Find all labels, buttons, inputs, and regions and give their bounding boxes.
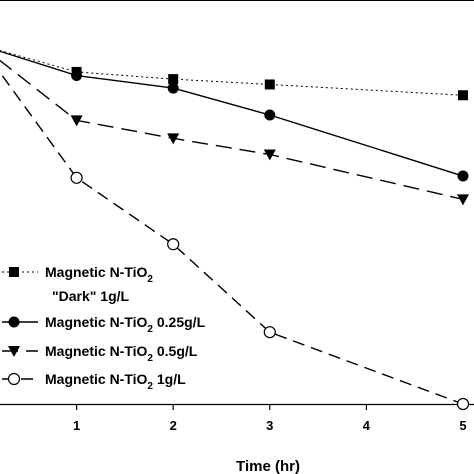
legend-entry-0: Magnetic N-TiO2 "Dark" 1g/L: [2, 264, 153, 304]
series-0-point-3: [264, 79, 275, 90]
series-0-line: [0, 50, 464, 96]
legend-marker-1: [8, 316, 20, 328]
x-tick-label-3: 3: [266, 418, 273, 433]
series-3-point-1: [70, 171, 83, 184]
legend-entry-2: Magnetic N-TiO2 0.5g/L: [2, 343, 198, 364]
series-3-point-3: [263, 326, 276, 339]
x-tick-label-4: 4: [363, 418, 371, 433]
series-2-point-4: [457, 194, 469, 206]
chart-axes: 1 2 3 4 5: [0, 0, 474, 433]
series-1-line: [0, 50, 464, 177]
legend-entry-3: Magnetic N-TiO2 1g/L: [2, 371, 186, 392]
series-0-point-4: [458, 90, 468, 101]
x-tick-label-2: 2: [170, 418, 177, 433]
series-1-point-2: [167, 82, 179, 94]
series-2-point-2: [167, 133, 180, 145]
x-tick-label-5: 5: [459, 418, 466, 433]
legend-marker-3: [7, 372, 21, 386]
series-1-point-1: [71, 70, 83, 82]
legend-label-2-0: Magnetic N-TiO2 0.5g/L: [45, 343, 198, 364]
series-3-point-4: [456, 397, 470, 411]
legend-label-0-0: Magnetic N-TiO2: [45, 264, 153, 285]
legend-label-1-0: Magnetic N-TiO2 0.25g/L: [45, 314, 206, 335]
series-3-point-2: [167, 238, 180, 251]
series-0: [0, 50, 468, 101]
legend-label-3-0: Magnetic N-TiO2 1g/L: [45, 371, 186, 392]
series-1-point-3: [264, 109, 276, 121]
series-2-line: [0, 59, 464, 201]
series-1-point-4: [457, 170, 469, 182]
legend-label-0-1: "Dark" 1g/L: [52, 288, 130, 304]
series-1: [0, 50, 469, 182]
series-3-line: [0, 71, 464, 405]
x-tick-label-1: 1: [73, 418, 80, 433]
series-2-point-3: [263, 149, 276, 161]
x-axis-label: Time (hr): [236, 458, 300, 474]
series-3: [0, 71, 470, 411]
series-2: [0, 59, 469, 206]
series-2-point-1: [70, 115, 83, 127]
series-layer: [0, 50, 470, 411]
legend-entry-1: Magnetic N-TiO2 0.25g/L: [2, 314, 206, 335]
legend-marker-2: [8, 346, 20, 357]
legend-marker-0: [9, 267, 19, 277]
series-0-point-2: [168, 74, 179, 85]
